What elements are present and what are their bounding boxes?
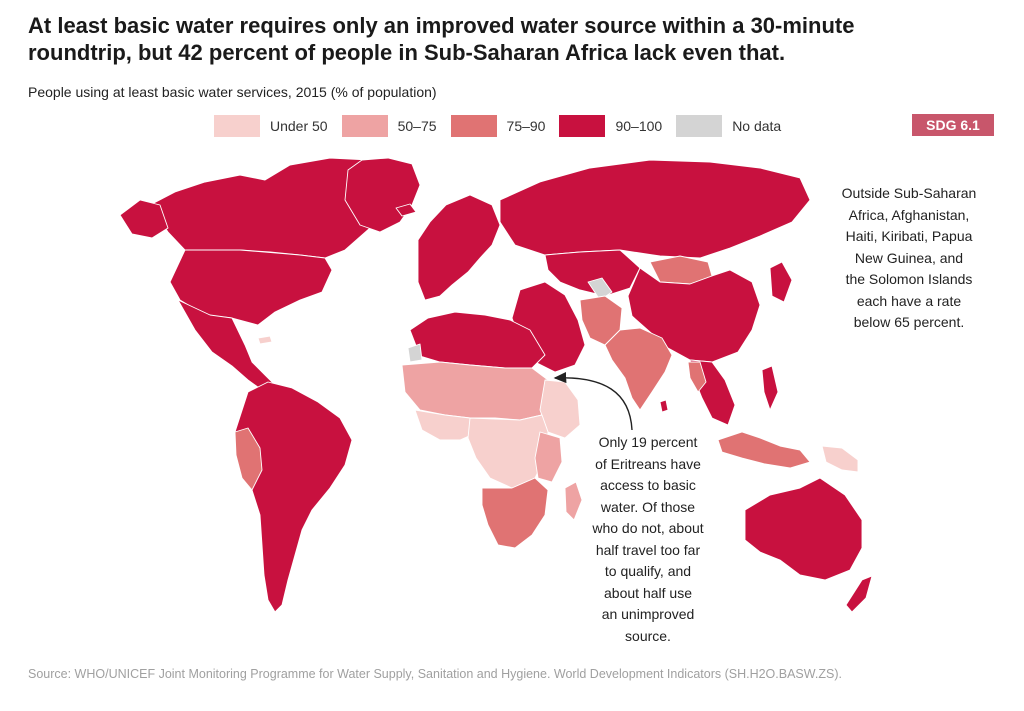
region-horn-of-africa <box>539 379 581 439</box>
legend-label: No data <box>732 118 782 134</box>
annotation-line: Only 19 percent <box>598 434 698 450</box>
title-line-1: At least basic water requires only an im… <box>28 13 855 38</box>
legend-swatch <box>341 115 388 137</box>
legend-label: 75–90 <box>506 118 546 134</box>
region-east-africa <box>534 431 563 483</box>
annotation-line: access to basic <box>600 477 696 493</box>
region-russia <box>499 159 811 259</box>
legend-swatch <box>676 115 723 137</box>
annotation-line: who do not, about <box>592 520 704 536</box>
region-new-zealand <box>845 575 873 613</box>
title-line-2: roundtrip, but 42 percent of people in S… <box>28 40 786 65</box>
annotation-line: Haiti, Kiribati, Papua <box>845 228 973 244</box>
annotation-line: each have a rate <box>856 292 962 309</box>
chart-subtitle: People using at least basic water servic… <box>28 84 437 100</box>
annotation-outside-ssa: Outside Sub-Saharan Africa, Afghanistan,… <box>818 183 1000 334</box>
region-myanmar <box>687 361 707 393</box>
region-korea-japan <box>769 261 793 303</box>
annotation-eritrea: Only 19 percent of Eritreans have access… <box>568 432 728 647</box>
legend: Under 50 50–75 75–90 90–100 No data <box>214 114 795 138</box>
region-papua-new-guinea <box>821 445 859 473</box>
region-caribbean <box>257 335 273 345</box>
annotation-line: the Solomon Islands <box>845 271 973 287</box>
region-western-sahara <box>407 343 423 363</box>
annotation-line: about half use <box>604 584 692 601</box>
annotation-line: source. <box>625 627 671 644</box>
region-madagascar <box>564 481 583 521</box>
region-europe <box>417 194 501 301</box>
annotation-line: below 65 percent. <box>853 314 965 330</box>
annotation-line: Outside Sub-Saharan <box>841 185 977 201</box>
region-southern-africa <box>481 477 549 549</box>
legend-item-75-90: 75–90 <box>450 115 546 137</box>
source-note: Source: WHO/UNICEF Joint Monitoring Prog… <box>28 667 842 681</box>
region-sri-lanka <box>659 399 669 413</box>
legend-item-50-75: 50–75 <box>341 115 437 137</box>
annotation-line: half travel too far <box>595 541 701 558</box>
legend-label: Under 50 <box>270 118 328 134</box>
chart-title: At least basic water requires only an im… <box>28 12 988 66</box>
region-india <box>604 327 673 411</box>
legend-item-90-100: 90–100 <box>559 115 662 137</box>
annotation-line: to qualify, and <box>604 563 692 579</box>
region-central-asia <box>544 249 641 297</box>
annotation-line: New Guinea, and <box>854 249 964 266</box>
legend-item-under-50: Under 50 <box>214 115 328 137</box>
legend-swatch <box>450 115 497 137</box>
region-peru <box>234 427 263 491</box>
annotation-line: an unimproved <box>601 606 695 622</box>
region-australia <box>744 477 863 581</box>
sdg-badge: SDG 6.1 <box>912 114 994 136</box>
annotation-line: water. Of those <box>600 498 696 515</box>
legend-label: 90–100 <box>615 118 663 134</box>
annotation-line: of Eritreans have <box>595 455 701 472</box>
legend-swatch <box>559 115 606 137</box>
region-south-america <box>234 381 353 613</box>
region-indonesia <box>717 431 811 469</box>
legend-swatch <box>214 115 260 137</box>
legend-item-no-data: No data <box>676 115 781 137</box>
legend-label: 50–75 <box>397 118 437 134</box>
annotation-line: Africa, Afghanistan, <box>848 206 970 223</box>
region-alaska <box>119 199 169 239</box>
region-no-data-asia <box>587 277 613 301</box>
region-philippines <box>761 365 779 411</box>
world-map <box>119 157 873 613</box>
region-iceland <box>395 203 417 217</box>
eritrea-arrow <box>553 371 633 431</box>
